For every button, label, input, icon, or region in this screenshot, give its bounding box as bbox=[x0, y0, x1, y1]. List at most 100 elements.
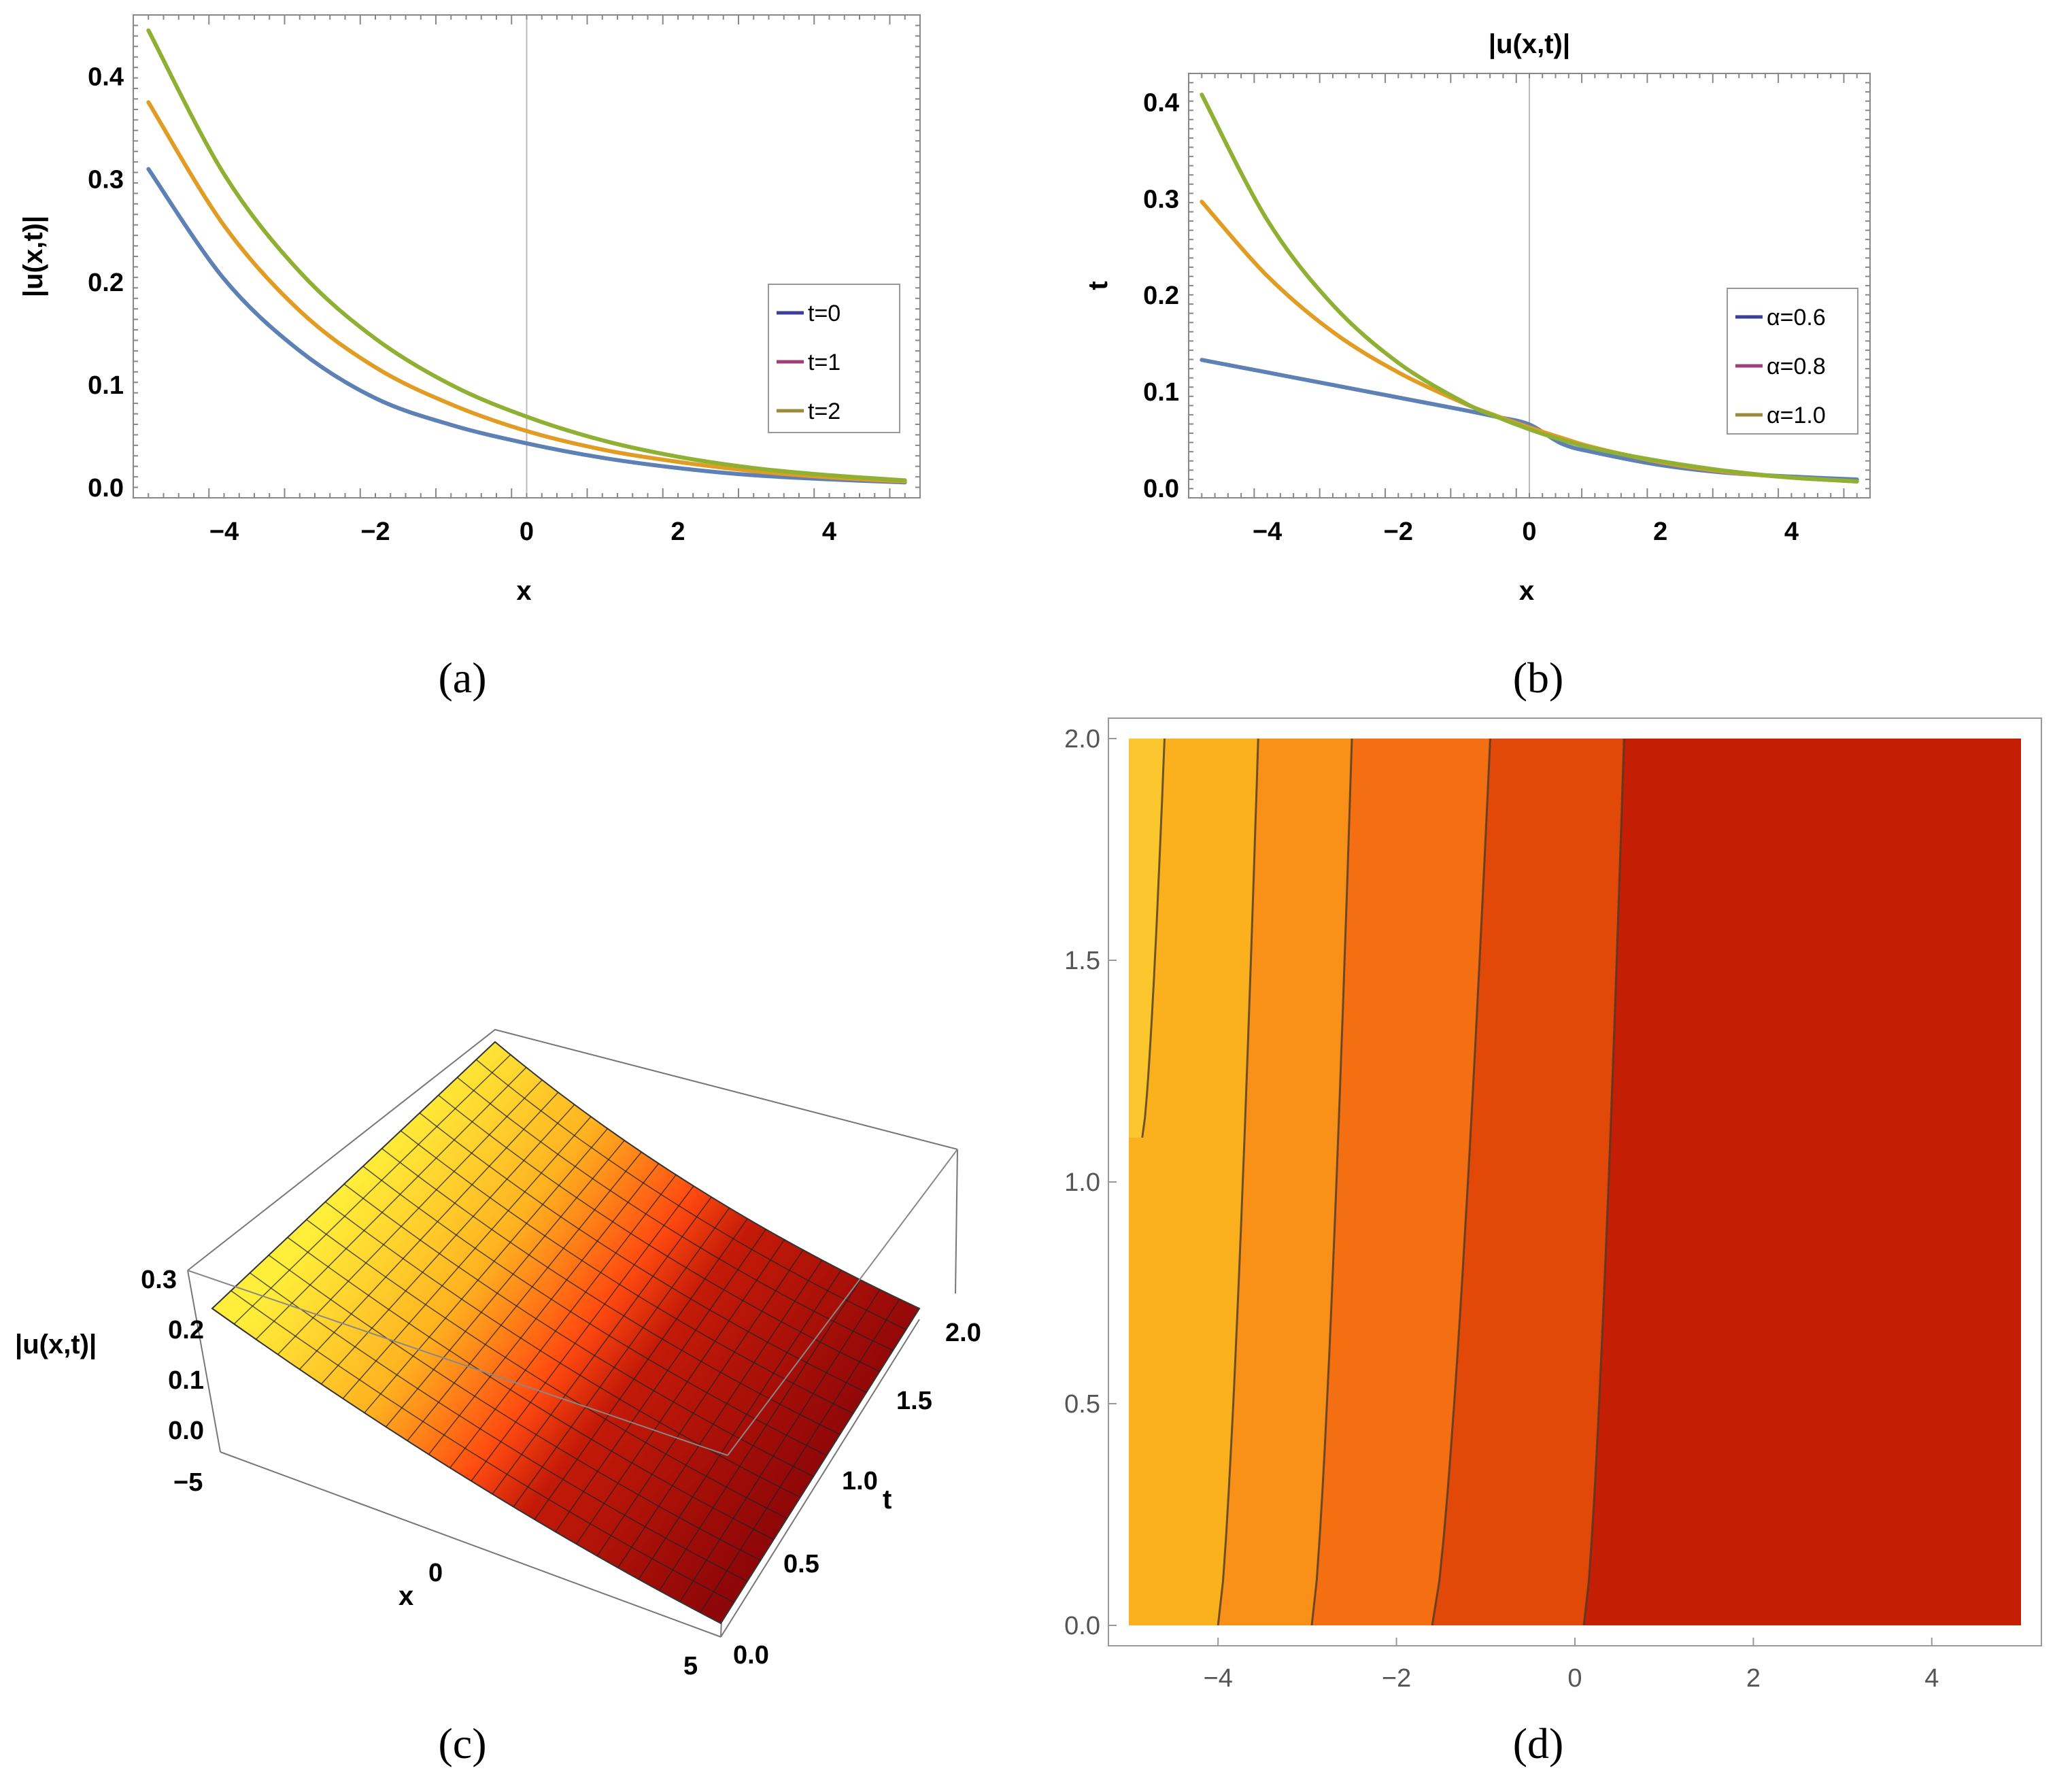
mesh-line bbox=[250, 1272, 748, 1582]
x-tick-label: 2 bbox=[670, 518, 685, 546]
mesh-line bbox=[407, 1151, 642, 1441]
y-tick-label: 0.0 bbox=[1143, 475, 1179, 503]
box-right-top-edge bbox=[727, 1149, 958, 1456]
x-tick-label: −2 bbox=[360, 518, 390, 546]
mesh-line bbox=[419, 1112, 867, 1393]
mesh-line bbox=[381, 1148, 840, 1435]
t-tick-label: 1.0 bbox=[842, 1467, 878, 1495]
x-tick-label: 2 bbox=[1746, 1664, 1761, 1693]
mesh-line bbox=[457, 1077, 894, 1351]
mesh-line bbox=[277, 1079, 543, 1355]
t-tick-label: 0.5 bbox=[783, 1550, 819, 1578]
legend-label: α=1.0 bbox=[1767, 403, 1826, 428]
x-tick-label: 4 bbox=[822, 518, 836, 546]
contour-line bbox=[1141, 738, 1166, 1138]
mesh-line bbox=[342, 1116, 592, 1399]
x-tick-label: 5 bbox=[683, 1652, 698, 1680]
y-tick-label: 0.4 bbox=[1143, 89, 1179, 118]
chart-title: |u(x,t)| bbox=[1489, 29, 1570, 59]
y-tick-label: 0.3 bbox=[1143, 185, 1179, 214]
mesh-line bbox=[492, 1196, 712, 1495]
x-tick-label: −4 bbox=[1253, 518, 1282, 546]
mesh-line bbox=[400, 1130, 854, 1414]
x-tick-label: 0 bbox=[428, 1559, 443, 1587]
mesh-line bbox=[475, 1059, 906, 1330]
mesh-line bbox=[555, 1229, 766, 1532]
contour-band bbox=[1584, 739, 2021, 1625]
x-tick-label: 0 bbox=[520, 518, 534, 546]
mesh-line bbox=[513, 1207, 730, 1508]
y-axis-label: |u(x,t)| bbox=[18, 216, 48, 297]
y-tick-label: 0.1 bbox=[88, 371, 124, 400]
surface-mesh bbox=[231, 1054, 906, 1613]
box-front-top-edge bbox=[187, 1270, 728, 1456]
y-tick-label: 2.0 bbox=[1064, 725, 1100, 754]
mesh-line bbox=[449, 1174, 677, 1468]
y-tick-label: 0.2 bbox=[1143, 282, 1179, 310]
mesh-line bbox=[255, 1067, 527, 1340]
y-tick-label: 0.0 bbox=[1064, 1612, 1100, 1640]
contour-line bbox=[1217, 738, 1259, 1626]
z-tick-label: 0.2 bbox=[168, 1316, 204, 1345]
box-back-top-edges bbox=[187, 1028, 958, 1271]
y-tick-label: 0.0 bbox=[88, 474, 124, 503]
z-tick-label: 0.0 bbox=[168, 1417, 204, 1445]
mesh-line bbox=[287, 1236, 775, 1540]
mesh-line bbox=[306, 1219, 787, 1519]
contour-line bbox=[1431, 738, 1491, 1626]
mesh-line bbox=[320, 1104, 575, 1385]
mesh-line bbox=[268, 1254, 761, 1561]
y-axis-label: t bbox=[1083, 281, 1113, 290]
legend-label: t=2 bbox=[808, 399, 840, 424]
y-tick-label: 0.4 bbox=[88, 63, 124, 92]
panel-a-line-chart: −4 −2 0 2 4 0.0 0.1 0.2 0.3 0.4 x |u(x,t)| t=0 t=1 t=2 bbox=[18, 14, 921, 606]
panel-b-caption: (b) bbox=[1513, 654, 1564, 702]
x-tick-label: −4 bbox=[209, 518, 239, 546]
mesh-line bbox=[362, 1166, 828, 1456]
mesh-line bbox=[617, 1260, 823, 1568]
series-line-t=0 bbox=[146, 167, 907, 485]
box-right-vertical-edge bbox=[955, 1149, 958, 1294]
x-axis-label: x bbox=[398, 1581, 413, 1611]
legend-label: t=0 bbox=[808, 301, 840, 326]
z-tick-label: 0.3 bbox=[141, 1266, 177, 1294]
x-axis-label: x bbox=[516, 576, 531, 606]
mesh-line bbox=[324, 1201, 801, 1498]
mesh-line bbox=[596, 1249, 804, 1557]
t-tick-label: 0.0 bbox=[733, 1641, 769, 1670]
mesh-line bbox=[534, 1218, 748, 1520]
mesh-line bbox=[658, 1279, 861, 1591]
y-tick-label: 0.1 bbox=[1143, 378, 1179, 407]
series-line-t=1 bbox=[146, 100, 907, 484]
panel-c-surface-plot: 0.3 0.2 0.1 0.0 |u(x,t)| −5 0 5 x 0.0 0.… bbox=[15, 1028, 981, 1680]
mesh-line bbox=[428, 1163, 660, 1455]
t-tick-label: 2.0 bbox=[945, 1319, 981, 1347]
mesh-line bbox=[343, 1183, 814, 1477]
mesh-line bbox=[438, 1094, 880, 1372]
x-tick-label: −5 bbox=[173, 1468, 203, 1497]
mesh-line bbox=[471, 1185, 694, 1482]
legend-box bbox=[768, 284, 900, 433]
box-left-vertical-edge bbox=[187, 1270, 221, 1453]
panel-d-contour-plot: −4 −2 0 2 4 0.0 0.5 1.0 1.5 2.0 bbox=[1064, 717, 2042, 1693]
mesh-line bbox=[679, 1289, 881, 1602]
contour-line bbox=[1310, 738, 1353, 1626]
x-tick-label: −2 bbox=[1382, 1664, 1411, 1693]
legend-label: α=0.6 bbox=[1767, 305, 1826, 331]
panel-d-caption: (d) bbox=[1513, 1719, 1564, 1768]
x-tick-label: 2 bbox=[1653, 518, 1667, 546]
x-axis-label: x bbox=[1519, 576, 1534, 606]
t-axis-label: t bbox=[883, 1485, 891, 1515]
mesh-line bbox=[700, 1298, 900, 1613]
x-tick-label: 0 bbox=[1567, 1664, 1582, 1693]
x-tick-label: 4 bbox=[1784, 518, 1799, 546]
y-tick-label: 0.3 bbox=[88, 166, 124, 195]
panel-a-caption: (a) bbox=[438, 654, 486, 702]
box-front-bottom-edge bbox=[220, 1451, 721, 1638]
panel-b-line-chart: −4 −2 0 2 4 0.0 0.1 0.2 0.3 0.4 x t |u(x,t)| α=0.6 α=0… bbox=[1083, 29, 1871, 606]
y-tick-label: 1.0 bbox=[1064, 1168, 1100, 1197]
legend-label: α=0.8 bbox=[1767, 354, 1826, 379]
mesh-line bbox=[638, 1270, 842, 1580]
z-axis-label: |u(x,t)| bbox=[15, 1330, 97, 1359]
